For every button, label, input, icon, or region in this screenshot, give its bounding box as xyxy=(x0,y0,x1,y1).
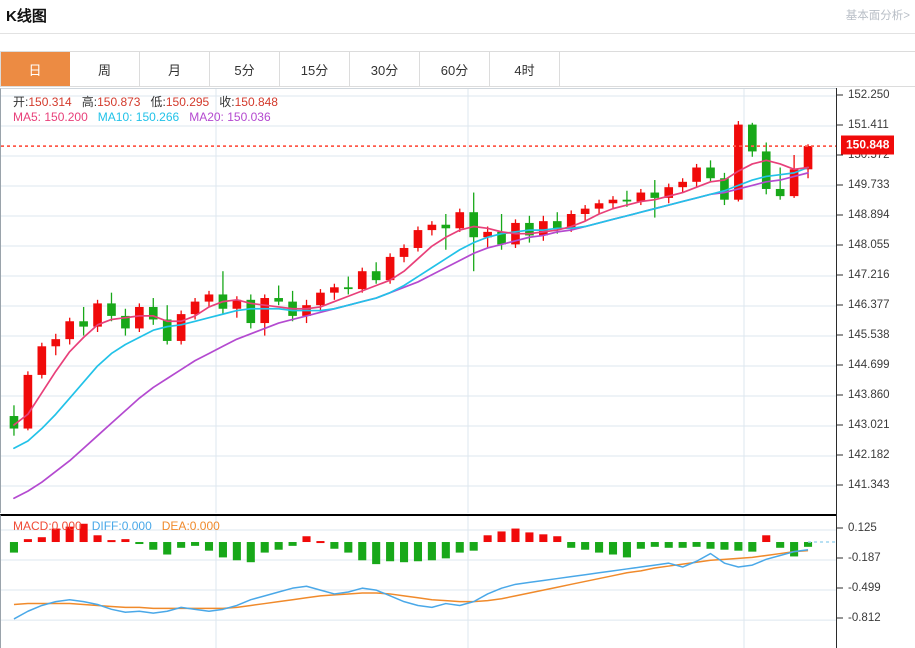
macd-tick xyxy=(837,527,843,529)
diff-label: DIFF: xyxy=(91,519,122,533)
dea-value: 0.000 xyxy=(189,519,220,533)
price-tick-label: 151.411 xyxy=(848,119,889,131)
price-tick xyxy=(837,304,843,306)
high-value: 150.873 xyxy=(97,95,141,109)
macd-tick xyxy=(837,617,843,619)
price-panel[interactable]: 开:150.314 高:150.873 低:150.295 收:150.848 … xyxy=(0,88,836,513)
ma5-value: 150.200 xyxy=(44,110,88,124)
macd-tick xyxy=(837,587,843,589)
tab-30min[interactable]: 30分 xyxy=(350,52,420,86)
tab-5min[interactable]: 5分 xyxy=(210,52,280,86)
high-label: 高: xyxy=(81,95,98,109)
price-tick-label: 147.216 xyxy=(848,269,890,281)
tab-60min[interactable]: 60分 xyxy=(420,52,490,86)
price-tick-label: 145.538 xyxy=(848,329,890,341)
fundamental-analysis-link[interactable]: 基本面分析> xyxy=(845,10,910,22)
ohlc-readout: 开:150.314 高:150.873 低:150.295 收:150.848 xyxy=(13,93,278,110)
macd-value: 0.000 xyxy=(51,519,82,533)
price-tick-label: 142.182 xyxy=(848,449,890,461)
dea-label: DEA: xyxy=(161,519,190,533)
header-divider xyxy=(0,33,915,34)
open-label: 开: xyxy=(13,95,29,109)
price-canvas xyxy=(1,89,836,513)
macd-tick-label: -0.812 xyxy=(848,612,881,625)
ma20-value: 150.036 xyxy=(227,110,271,124)
macd-canvas xyxy=(1,516,836,648)
close-value: 150.848 xyxy=(234,95,278,109)
chart-container: 开:150.314 高:150.873 低:150.295 收:150.848 … xyxy=(0,88,915,648)
macd-tick-label: 0.125 xyxy=(848,522,877,534)
price-tick-label: 148.055 xyxy=(848,239,890,251)
price-tick xyxy=(837,94,843,96)
price-tick xyxy=(837,364,843,366)
price-tick-label: 143.860 xyxy=(848,389,890,401)
macd-label: MACD: xyxy=(13,519,52,533)
ma20-label: MA20: xyxy=(189,110,224,124)
timeframe-tabs: 日 周 月 5分 15分 30分 60分 4时 xyxy=(0,51,915,87)
tab-15min[interactable]: 15分 xyxy=(280,52,350,86)
low-value: 150.295 xyxy=(165,95,210,109)
tab-week[interactable]: 周 xyxy=(70,52,140,86)
price-tick-label: 144.699 xyxy=(848,359,890,371)
price-tick xyxy=(837,334,843,336)
price-tick-label: 146.377 xyxy=(848,299,890,311)
price-tick xyxy=(837,154,843,156)
price-tick-label: 149.733 xyxy=(848,179,890,191)
ma5-label: MA5: xyxy=(13,110,42,124)
price-tick-label: 141.343 xyxy=(848,479,890,491)
diff-value: 0.000 xyxy=(121,519,152,533)
macd-tick-label: -0.499 xyxy=(848,582,881,594)
price-tick xyxy=(837,424,843,426)
macd-tick-label: -0.187 xyxy=(848,552,881,564)
macd-readout: MACD:0.000 DIFF:0.000 DEA:0.000 xyxy=(13,519,220,533)
close-label: 收: xyxy=(219,95,235,109)
macd-panel[interactable]: MACD:0.000 DIFF:0.000 DEA:0.000 xyxy=(0,514,836,648)
ma10-label: MA10: xyxy=(97,110,133,124)
ma-readout: MA5: 150.200 MA10: 150.266 MA20: 150.036 xyxy=(13,110,271,124)
open-value: 150.314 xyxy=(28,95,72,109)
price-axis: 152.250 151.411 150.572 149.733 148.894 148.0… xyxy=(836,88,915,648)
price-tick xyxy=(837,394,843,396)
ma10-value: 150.266 xyxy=(135,110,180,124)
page-title: K线图 xyxy=(6,8,47,25)
page-header: K线图 基本面分析> xyxy=(0,0,915,34)
tabs-filler xyxy=(560,52,915,86)
macd-tick xyxy=(837,557,843,559)
tab-4hour[interactable]: 4时 xyxy=(490,52,560,86)
price-tick xyxy=(837,454,843,456)
price-tick xyxy=(837,124,843,126)
low-label: 低: xyxy=(150,95,166,109)
tab-day[interactable]: 日 xyxy=(0,52,70,86)
price-tick xyxy=(837,244,843,246)
price-tick xyxy=(837,214,843,216)
price-tick-label: 152.250 xyxy=(848,89,890,101)
tab-month[interactable]: 月 xyxy=(140,52,210,86)
current-price-badge: 150.848 xyxy=(841,135,895,155)
price-tick xyxy=(837,184,843,186)
price-tick xyxy=(837,484,843,486)
price-tick xyxy=(837,274,843,276)
price-tick-label: 143.021 xyxy=(848,419,890,431)
price-tick-label: 148.894 xyxy=(848,209,890,221)
